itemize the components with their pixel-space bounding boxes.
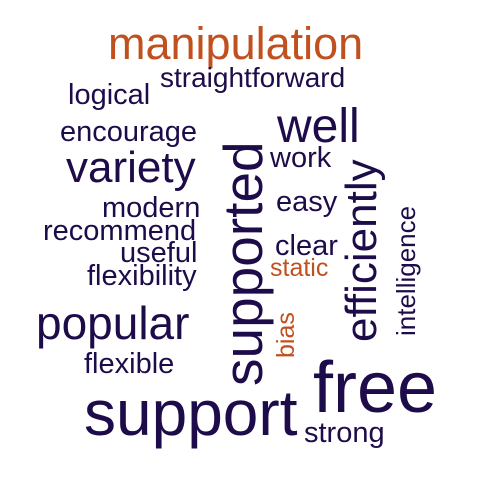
word-recommend: recommend	[43, 215, 197, 247]
word-logical: logical	[68, 79, 151, 111]
word-support: support	[84, 377, 298, 449]
word-modern: modern	[102, 192, 201, 224]
word-strong: strong	[304, 417, 385, 449]
word-bias: bias	[272, 312, 300, 358]
word-useful: useful	[120, 237, 198, 269]
word-easy: easy	[276, 186, 338, 218]
word-variety: variety	[66, 143, 196, 192]
word-efficiently: efficiently	[337, 159, 386, 342]
word-straightforward: straightforward	[160, 62, 346, 93]
word-supported: supported	[212, 141, 274, 386]
word-free: free	[313, 348, 438, 428]
word-clear: clear	[275, 230, 338, 262]
word-flexibility: flexibility	[87, 260, 197, 292]
word-work: work	[270, 142, 332, 174]
word-well: well	[277, 100, 360, 153]
word-static: static	[270, 254, 329, 282]
word-flexible: flexible	[84, 348, 175, 380]
word-intelligence: intelligence	[391, 205, 421, 336]
word-encourage: encourage	[60, 116, 198, 148]
word-manipulation: manipulation	[108, 18, 364, 69]
word-popular: popular	[36, 297, 190, 349]
